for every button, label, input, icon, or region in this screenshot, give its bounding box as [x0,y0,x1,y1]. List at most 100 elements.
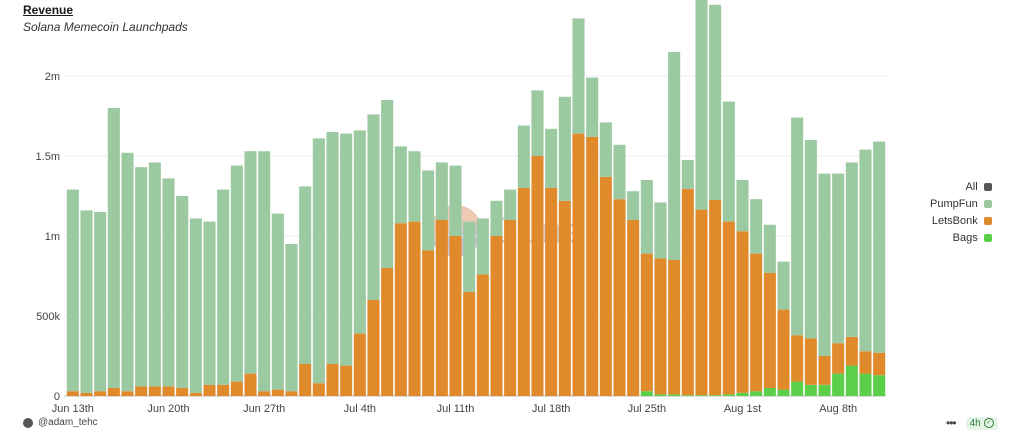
bar-pumpfun [777,261,790,310]
bar-letsbonk [668,260,681,395]
x-tick-label: Jul 4th [344,403,376,415]
bar-letsbonk [681,188,694,396]
y-tick-label: 2m [45,71,60,83]
bar-letsbonk [873,352,886,376]
bar-pumpfun [572,18,585,134]
x-tick-label: Jul 25th [628,403,667,415]
bar-pumpfun [449,165,462,236]
y-tick-label: 500k [36,311,60,323]
author[interactable]: @adam_tehc [23,417,98,428]
bar-bags [832,373,845,396]
bar-pumpfun [66,189,79,392]
bar-letsbonk [586,136,599,397]
bar-letsbonk [408,221,421,396]
legend-item-pumpfun[interactable]: PumpFun [930,195,992,212]
bar-bags [640,391,653,396]
bar-pumpfun [463,221,476,292]
bar-letsbonk [230,381,243,396]
bar-letsbonk [381,268,394,396]
bar-pumpfun [845,162,858,337]
bar-letsbonk [217,384,230,396]
refresh-label: 4h [969,417,981,429]
bar-pumpfun [121,152,134,392]
bar-letsbonk [709,200,722,396]
bar-pumpfun [381,100,394,268]
bar-pumpfun [340,133,353,366]
legend: All PumpFun LetsBonk Bags [930,178,992,246]
bar-pumpfun [189,218,202,393]
y-tick-label: 0 [54,391,60,403]
bar-bags [681,395,694,396]
bar-bags [668,394,681,396]
bar-pumpfun [353,130,366,334]
footer-actions: ••• 4h ✓ [946,416,998,430]
y-tick-label: 1m [45,231,60,243]
bar-pumpfun [791,117,804,336]
bar-pumpfun [408,151,421,222]
chart-subtitle: Solana Memecoin Launchpads [23,20,188,34]
bar-pumpfun [763,224,776,273]
bar-letsbonk [107,388,120,396]
bar-letsbonk [258,391,271,396]
bar-pumpfun [517,125,530,188]
bar-letsbonk [394,223,407,396]
bar-pumpfun [258,151,271,392]
bar-letsbonk [340,365,353,396]
bar-letsbonk [613,199,626,396]
bar-letsbonk [832,343,845,374]
bar-pumpfun [80,210,93,393]
y-tick-label: 1.5m [36,151,60,163]
bar-letsbonk [271,389,284,396]
author-handle: @adam_tehc [38,417,98,428]
bar-bags [722,394,735,396]
bar-pumpfun [271,213,284,390]
bar-letsbonk [627,220,640,396]
x-tick-label: Jun 13th [52,403,94,415]
bar-bags [873,375,886,396]
bar-letsbonk [654,258,667,395]
bar-pumpfun [435,162,448,220]
bar-letsbonk [818,356,831,385]
bar-pumpfun [504,189,517,220]
bar-pumpfun [299,186,312,364]
bar-pumpfun [804,140,817,339]
bar-letsbonk [299,364,312,396]
bar-bags [750,391,763,396]
bar-letsbonk [435,220,448,396]
bar-letsbonk [640,253,653,392]
legend-item-bags[interactable]: Bags [930,229,992,246]
bar-pumpfun [162,178,175,387]
legend-item-letsbonk[interactable]: LetsBonk [930,212,992,229]
bar-pumpfun [750,199,763,254]
bar-letsbonk [804,338,817,385]
bar-letsbonk [66,391,79,396]
bar-letsbonk [162,386,175,396]
bar-pumpfun [94,212,107,392]
refresh-badge[interactable]: 4h ✓ [965,416,998,430]
bar-bags [804,384,817,396]
bar-bags [859,373,872,396]
bar-letsbonk [94,391,107,396]
bar-letsbonk [463,292,476,396]
bar-letsbonk [750,253,763,392]
legend-swatch [983,216,992,225]
bar-pumpfun [545,128,558,188]
chart-title[interactable]: Revenue [23,3,74,17]
legend-swatch [983,233,992,242]
bar-letsbonk [189,392,202,396]
bar-letsbonk [531,156,544,396]
bar-pumpfun [558,96,571,201]
legend-label: All [965,180,978,193]
bar-bags [654,394,667,396]
more-options-icon[interactable]: ••• [946,416,957,430]
bar-pumpfun [859,149,872,352]
bar-letsbonk [736,231,749,393]
legend-label: LetsBonk [931,214,978,227]
bar-letsbonk [859,351,872,374]
bar-pumpfun [422,170,435,251]
bar-letsbonk [791,335,804,382]
legend-item-all[interactable]: All [930,178,992,195]
bar-pumpfun [736,180,749,232]
bar-pumpfun [722,101,735,222]
